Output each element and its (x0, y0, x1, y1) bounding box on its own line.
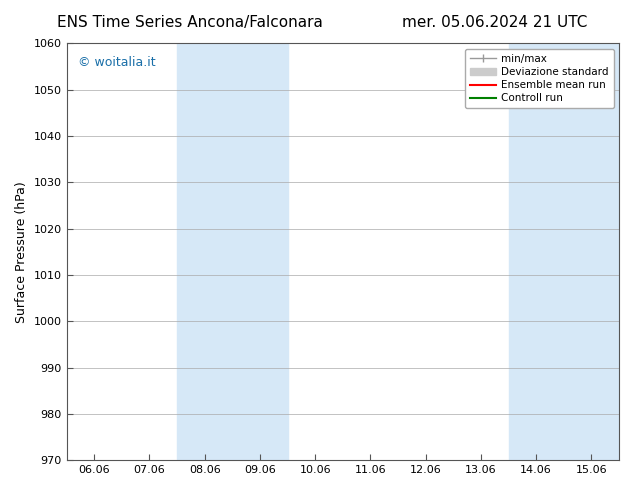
Text: © woitalia.it: © woitalia.it (77, 56, 155, 69)
Bar (177, 44, 288, 460)
Text: ENS Time Series Ancona/Falconara: ENS Time Series Ancona/Falconara (57, 15, 323, 30)
Text: mer. 05.06.2024 21 UTC: mer. 05.06.2024 21 UTC (402, 15, 587, 30)
Legend: min/max, Deviazione standard, Ensemble mean run, Controll run: min/max, Deviazione standard, Ensemble m… (465, 49, 614, 108)
Y-axis label: Surface Pressure (hPa): Surface Pressure (hPa) (15, 181, 28, 323)
Bar (508, 44, 619, 460)
